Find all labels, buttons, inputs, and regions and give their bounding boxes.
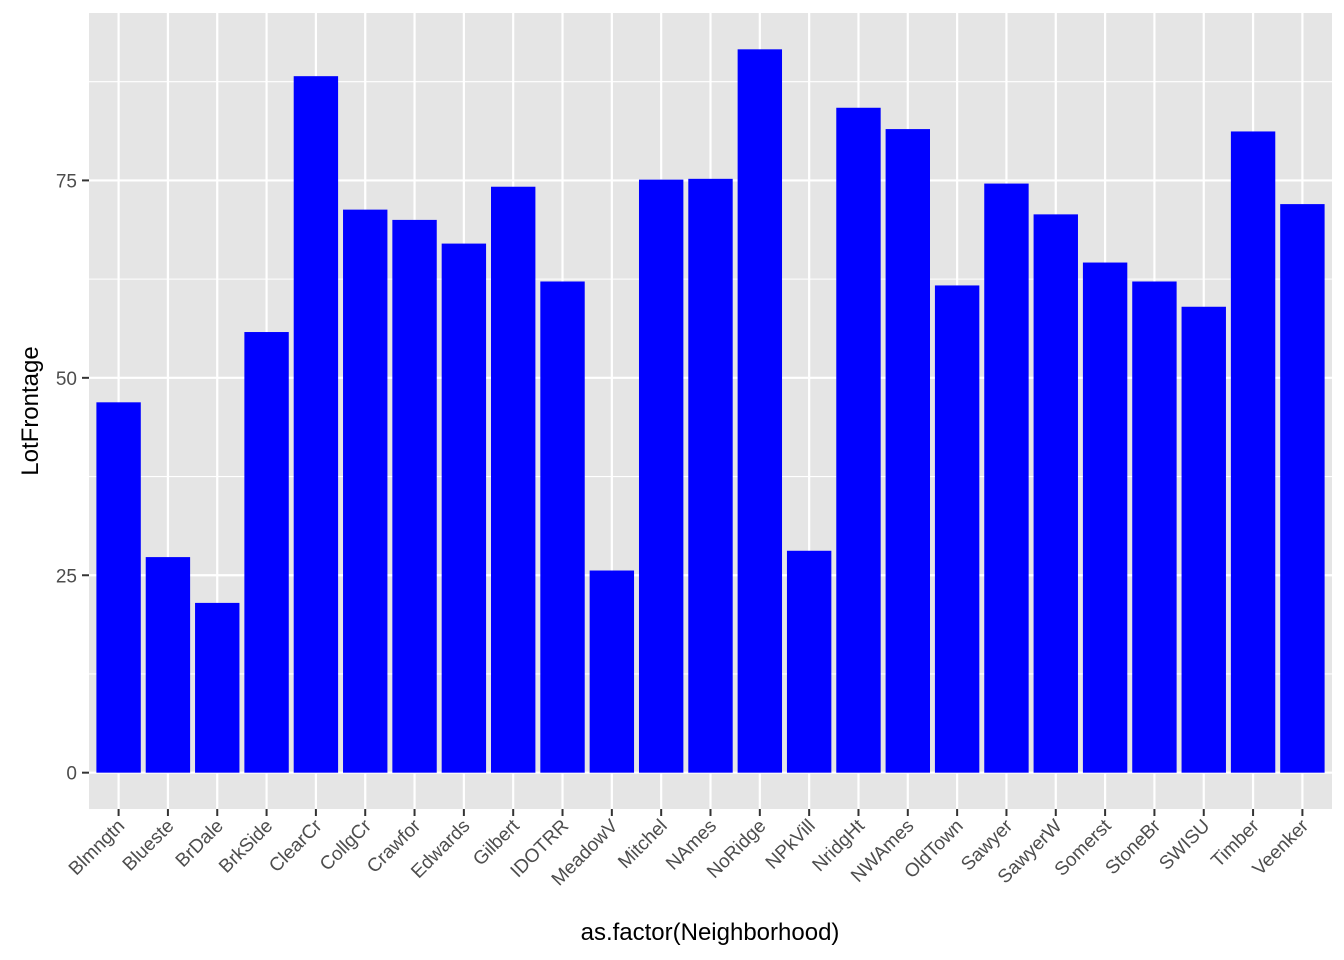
- x-tick-label: Veenker: [1249, 815, 1314, 880]
- bar: [638, 179, 684, 773]
- y-tick-label: 0: [66, 764, 77, 785]
- bar: [737, 49, 783, 773]
- x-tick-label: ClearCr: [265, 815, 327, 877]
- bar: [1280, 204, 1325, 773]
- bar: [984, 183, 1029, 773]
- y-tick-label: 75: [56, 171, 77, 192]
- bar: [688, 178, 733, 773]
- x-tick-label: Blueste: [119, 816, 179, 876]
- y-tick-label: 50: [56, 369, 77, 390]
- bar: [1082, 262, 1128, 773]
- x-tick-label: SWISU: [1155, 816, 1214, 875]
- x-tick-label: Blmngtn: [65, 816, 129, 880]
- bar: [145, 557, 191, 773]
- bar: [1033, 214, 1078, 773]
- bar: [836, 107, 881, 773]
- bar: [392, 219, 437, 773]
- bar: [441, 243, 487, 773]
- bar: [195, 602, 240, 773]
- bar: [244, 332, 289, 773]
- y-tick-label: 25: [56, 566, 77, 587]
- bar: [885, 129, 930, 773]
- bar: [589, 570, 635, 773]
- bar: [1181, 306, 1226, 773]
- bar: [1230, 131, 1276, 773]
- bar: [786, 550, 832, 773]
- x-tick-label: BrkSide: [215, 816, 277, 878]
- bar: [96, 402, 141, 773]
- bar: [491, 186, 536, 773]
- x-tick-label: StoneBr: [1102, 815, 1166, 879]
- y-axis-title: LotFrontage: [17, 346, 44, 475]
- x-axis: BlmngtnBluesteBrDaleBrkSideClearCrCollgC…: [65, 809, 1313, 890]
- bar: [540, 281, 585, 773]
- bar: [1132, 281, 1177, 773]
- x-axis-title: as.factor(Neighborhood): [581, 919, 840, 946]
- y-axis: 0 25 50 75: [56, 171, 89, 785]
- bar: [934, 285, 980, 773]
- x-tick-label: Mitchel: [614, 816, 671, 873]
- bar: [293, 76, 339, 773]
- bars: [96, 49, 1325, 773]
- bar: [343, 209, 388, 773]
